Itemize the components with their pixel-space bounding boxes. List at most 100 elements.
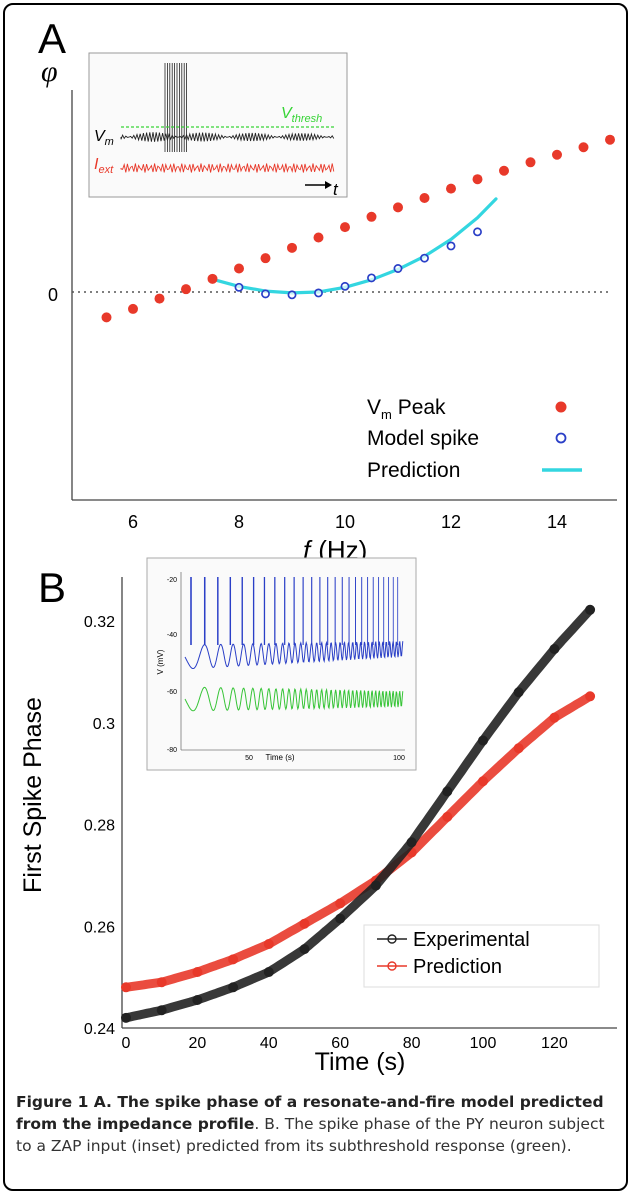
b-y-ticks: 0.24 0.26 0.28 0.3 0.32 xyxy=(84,614,115,1038)
a-vm-peak-point xyxy=(340,222,350,233)
a-inset-traces xyxy=(120,63,335,174)
a-vm-peak-point xyxy=(393,202,403,213)
b-series-point xyxy=(121,1012,131,1023)
a-x-tick-label: 12 xyxy=(441,512,461,532)
a-vm-peak-point xyxy=(287,242,297,253)
a-inset-frame xyxy=(88,52,348,198)
a-inset-iext-label: Iext xyxy=(94,156,114,176)
b-series-point xyxy=(370,880,381,891)
b-series-point xyxy=(228,954,239,965)
b-series-point xyxy=(156,977,167,988)
b-series-point xyxy=(121,982,131,993)
b-inset-traces xyxy=(184,577,404,712)
b-y-tick-label: 0.32 xyxy=(84,614,115,631)
b-series-point xyxy=(478,776,488,787)
a-model-spike-point xyxy=(446,241,456,251)
b-y-tick-label: 0.26 xyxy=(84,919,115,936)
b-series-point xyxy=(263,939,274,950)
a-vm-peak-point xyxy=(446,183,456,194)
b-series-point xyxy=(549,712,560,723)
a-x-tick-label: 8 xyxy=(234,512,244,532)
b-series-point xyxy=(335,898,346,909)
a-model-spike-point xyxy=(340,281,350,291)
b-series-point xyxy=(228,982,239,993)
b-series-point xyxy=(192,967,203,978)
a-legend: Vm Peak Model spike Prediction xyxy=(367,396,582,482)
b-x-tick-label: 40 xyxy=(260,1035,278,1052)
figure-frame: A B φ 0 6 8 10 12 14 f (Hz) Vm Peak Model spi… xyxy=(3,3,628,1191)
a-model-spike-point xyxy=(420,253,429,263)
b-inset-x-label: Time (s) xyxy=(265,753,294,762)
b-series-point xyxy=(192,995,203,1006)
b-legend-experimental-label: Experimental xyxy=(413,929,530,951)
panel-a-chart: φ 0 6 8 10 12 14 f (Hz) Vm Peak Model spike P… xyxy=(41,52,617,565)
b-series-point xyxy=(442,811,453,822)
a-vm-peak-point xyxy=(207,273,218,284)
b-series-point xyxy=(478,735,488,746)
b-series-point xyxy=(513,687,524,698)
b-series-line xyxy=(121,605,595,1023)
b-legend-prediction-label: Prediction xyxy=(413,956,502,978)
b-series-point xyxy=(549,643,560,654)
a-vm-peak-point xyxy=(499,165,509,176)
b-series-point xyxy=(263,967,274,978)
a-y-axis-label: φ xyxy=(41,55,58,88)
a-x-var: f xyxy=(303,535,313,565)
a-x-tick-label: 6 xyxy=(128,512,138,532)
a-inset-vthresh-label: Vthresh xyxy=(281,105,322,125)
a-prediction-series xyxy=(216,197,498,295)
a-legend-model-spike-label: Model spike xyxy=(367,427,479,450)
panel-label-b: B xyxy=(38,564,66,611)
b-legend-experimental-marker xyxy=(387,934,397,944)
b-series xyxy=(121,604,596,1023)
a-vm-peak-point xyxy=(552,149,562,160)
a-vm-peak-point xyxy=(419,193,430,203)
a-model-spike-point xyxy=(234,282,244,292)
a-vm-peak-point xyxy=(472,174,483,185)
a-legend-vm-peak-marker xyxy=(555,401,567,413)
b-inset: -20 -40 -60 -80 V (mV) 50 100 Time (s) xyxy=(146,557,417,771)
b-y-tick-label: 0.28 xyxy=(84,818,115,835)
panel-b-chart: 0 20 40 60 80 100 120 0.24 0.26 0.28 0.3 0.32 Time… xyxy=(19,557,617,1076)
b-series-point xyxy=(513,743,524,754)
a-vm-peak-point xyxy=(128,303,138,314)
a-prediction-line xyxy=(216,197,498,295)
a-inset-vm-trace xyxy=(120,132,335,142)
a-vm-peak-series xyxy=(101,134,615,323)
b-series-point xyxy=(299,918,310,929)
b-inset-blue-trace xyxy=(184,640,404,669)
a-inset-time-arrowhead xyxy=(325,181,332,189)
b-x-ticks: 0 20 40 60 80 100 120 xyxy=(122,1035,568,1052)
b-y-tick-label: 0.3 xyxy=(93,716,115,733)
a-vm-peak-point xyxy=(525,157,536,168)
a-inset-vm-label: Vm xyxy=(94,128,114,148)
a-model-spike-point xyxy=(393,264,403,273)
a-y-tick-zero: 0 xyxy=(48,285,58,305)
b-inset-x-tick-50: 50 xyxy=(245,755,253,762)
a-vm-peak-point xyxy=(260,253,271,264)
b-x-tick-label: 100 xyxy=(470,1035,497,1052)
b-inset-y-tick-60: -60 xyxy=(167,689,177,696)
a-inset-t-label: t xyxy=(333,180,339,199)
a-x-ticks: 6 8 10 12 14 xyxy=(128,512,567,532)
b-inset-y-tick-40: -40 xyxy=(167,632,177,639)
a-model-spike-point xyxy=(287,290,297,300)
a-legend-prediction-label: Prediction xyxy=(367,459,460,482)
b-inset-frame xyxy=(146,557,417,771)
a-vm-peak-point xyxy=(181,284,191,295)
a-model-spike-series xyxy=(234,227,482,300)
a-model-spike-point xyxy=(473,227,482,237)
a-inset-iext-trace xyxy=(120,162,335,174)
a-vm-peak-point xyxy=(101,312,112,323)
a-vm-peak-point xyxy=(605,134,615,145)
b-inset-green-trace xyxy=(184,686,404,712)
a-inset: Vthresh Vm Iext t xyxy=(88,52,348,199)
a-model-spike-point xyxy=(261,289,270,299)
b-x-tick-label: 120 xyxy=(541,1035,568,1052)
a-vm-peak-point xyxy=(154,293,165,304)
a-vm-peak-point xyxy=(578,142,589,153)
b-x-tick-label: 20 xyxy=(189,1035,207,1052)
a-vm-peak-point xyxy=(234,263,244,274)
b-legend-box xyxy=(363,924,600,988)
b-series-point xyxy=(299,944,310,955)
